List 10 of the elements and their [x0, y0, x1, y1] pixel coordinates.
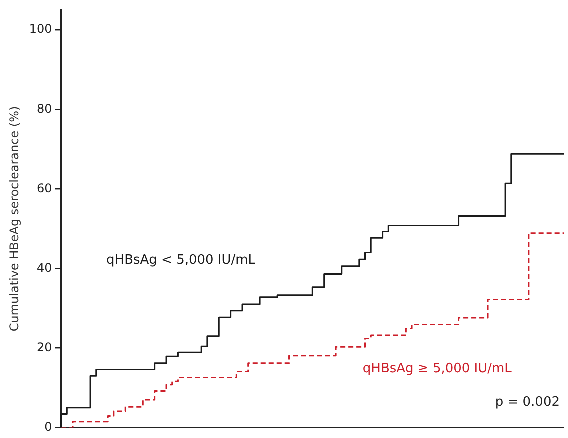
annotation: p = 0.002 — [495, 395, 560, 410]
y-axis-title: Cumulative HBeAg seroclearance (%) — [7, 106, 22, 332]
y-tick-label: 60 — [37, 181, 52, 196]
y-tick-label: 40 — [37, 260, 52, 275]
y-tick-label: 0 — [44, 420, 52, 434]
text: qHBsAg < 5,000 IU/mL — [106, 253, 256, 268]
y-tick-label: 20 — [37, 340, 52, 354]
y-tick-label: 80 — [37, 102, 52, 116]
y-tick-label: 100 — [29, 22, 52, 36]
series-label: qHBsAg ≥ 5,000 IU/mL — [362, 362, 513, 377]
